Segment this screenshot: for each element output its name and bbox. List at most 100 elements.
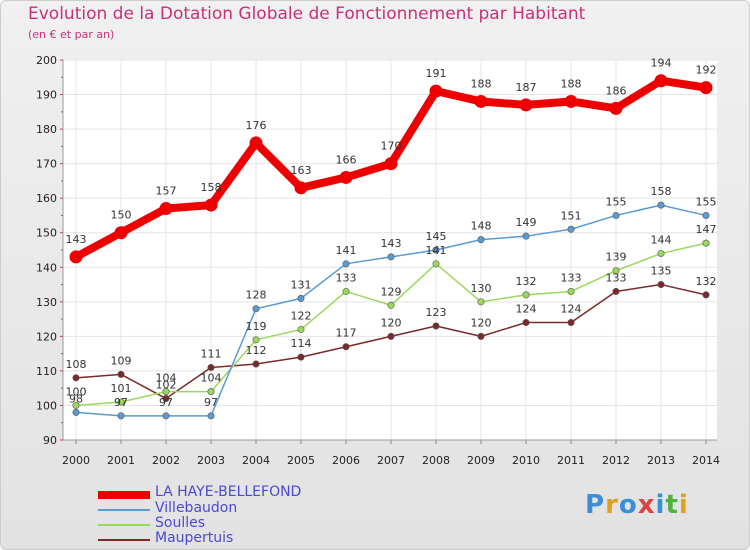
y-tick-label: 160 [36,192,57,205]
y-tick-label: 180 [36,123,57,136]
x-tick-label: 2004 [242,454,270,467]
data-point [69,250,83,264]
data-label: 158 [651,185,672,198]
x-tick-label: 2009 [467,454,495,467]
data-label: 124 [516,303,537,316]
data-point [117,370,125,378]
data-point [207,388,215,396]
data-label: 109 [111,354,132,367]
data-point [477,236,485,244]
logo-letter: r [605,490,619,520]
data-point [342,260,350,268]
data-point [162,412,170,420]
data-label: 148 [471,220,492,233]
data-label: 139 [606,251,627,264]
data-label: 188 [561,77,582,90]
x-tick-label: 2006 [332,454,360,467]
plot-area [63,60,717,440]
data-point [72,401,80,409]
data-point [297,294,305,302]
data-point [162,395,170,403]
y-tick-label: 120 [36,330,57,343]
data-label: 128 [246,289,267,302]
data-point [72,374,80,382]
data-label: 100 [66,385,87,398]
data-point [387,332,395,340]
data-point [294,181,308,195]
legend-swatch-maupertuis [98,539,150,541]
x-tick-label: 2014 [692,454,720,467]
data-point [432,322,440,330]
data-label: 120 [471,316,492,329]
logo-letter: i [678,490,689,520]
data-label: 98 [69,392,83,405]
data-label: 97 [114,396,128,409]
data-point [342,287,350,295]
x-tick-label: 2005 [287,454,315,467]
data-point [429,84,443,98]
x-tick-label: 2010 [512,454,540,467]
data-point [657,201,665,209]
data-label: 151 [561,209,582,222]
chart-title: Evolution de la Dotation Globale de Fonc… [28,4,586,24]
logo-letter: x [637,490,656,520]
y-tick-label: 170 [36,158,57,171]
data-point [474,94,488,108]
data-point [522,319,530,327]
legend-label-la-haye-bellefond: LA HAYE-BELLEFOND [155,484,302,500]
data-point [159,202,173,216]
y-tick-label: 130 [36,296,57,309]
data-point [117,398,125,406]
data-label: 108 [66,358,87,371]
x-tick-label: 2012 [602,454,630,467]
data-label: 157 [156,185,177,198]
y-tick-label: 190 [36,89,57,102]
data-point [387,253,395,261]
x-tick-label: 2001 [107,454,135,467]
data-point [252,360,260,368]
data-label: 133 [606,271,627,284]
data-label: 119 [246,320,267,333]
data-point [432,260,440,268]
data-point [72,408,80,416]
data-label: 145 [426,230,447,243]
data-point [702,291,710,299]
data-label: 147 [696,223,717,236]
data-label: 97 [204,396,218,409]
data-label: 111 [201,347,222,360]
x-tick-label: 2000 [62,454,90,467]
data-point [387,301,395,309]
data-label: 143 [66,233,87,246]
data-label: 194 [651,57,672,70]
data-point [702,239,710,247]
data-label: 112 [246,344,267,357]
data-point [384,157,398,171]
data-label: 101 [111,382,132,395]
data-label: 144 [651,233,672,246]
y-tick-label: 100 [36,399,57,412]
data-label: 130 [471,282,492,295]
data-point [432,246,440,254]
y-tick-label: 90 [43,434,57,447]
data-label: 143 [381,237,402,250]
logo-letter: o [618,490,638,520]
data-point [297,325,305,333]
data-label: 188 [471,77,492,90]
data-point [567,287,575,295]
data-label: 186 [606,84,627,97]
data-point [654,74,668,88]
data-label: 131 [291,278,312,291]
data-label: 150 [111,209,132,222]
data-label: 120 [381,316,402,329]
data-point [519,98,533,112]
data-label: 170 [381,140,402,153]
data-point [564,94,578,108]
data-point [567,225,575,233]
data-point [114,226,128,240]
y-tick-label: 110 [36,365,57,378]
data-label: 192 [696,64,717,77]
data-label: 141 [426,244,447,257]
data-point [249,136,263,150]
data-label: 124 [561,303,582,316]
